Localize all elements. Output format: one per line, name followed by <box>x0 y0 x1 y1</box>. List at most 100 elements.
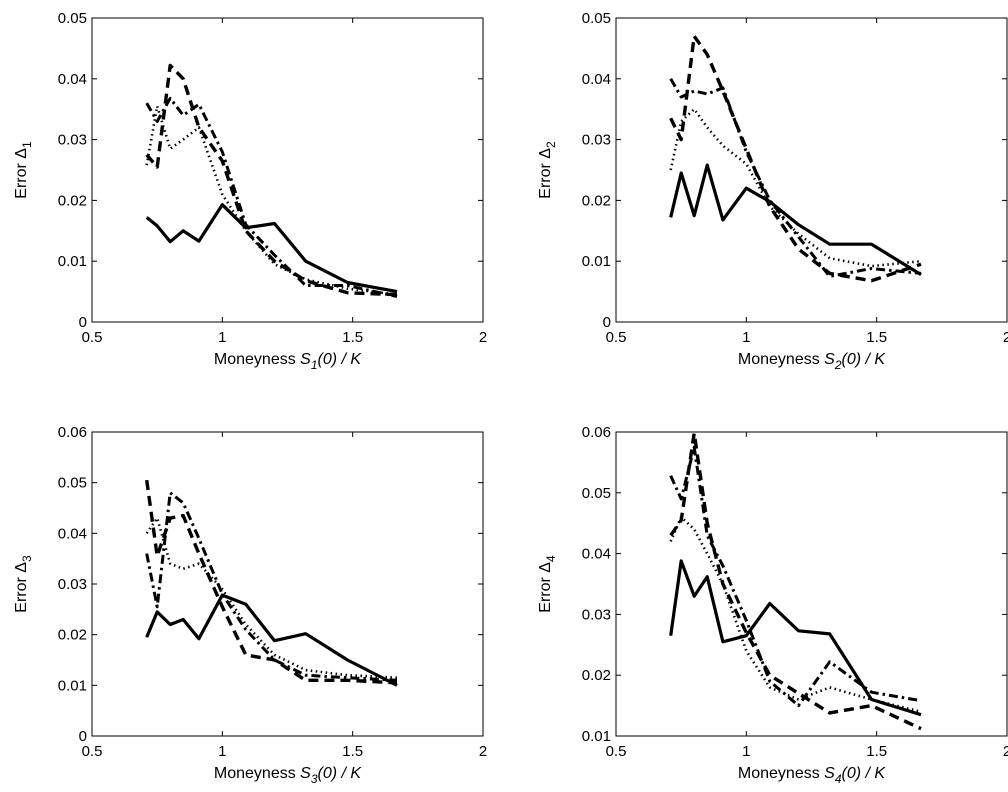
series-line-solid <box>669 163 922 276</box>
x-label-var: S <box>300 351 311 368</box>
series-line-dashdot <box>669 78 922 278</box>
y-tick-label: 0 <box>79 314 87 331</box>
y-label-sub: 1 <box>20 141 34 148</box>
y-tick-label: 0.05 <box>58 475 87 492</box>
y-tick-label: 0.01 <box>582 253 611 270</box>
y-axis-label: Error Δ2 <box>537 141 558 199</box>
y-tick-label: 0.04 <box>582 71 611 88</box>
subplot-1: 0.5 1 1.5 2 0 0.01 0.02 0.03 0.04 0.05 Moneyness S… <box>13 10 487 372</box>
axes-frame <box>615 17 1008 323</box>
y-label-symbol: Δ <box>537 562 554 573</box>
y-tick-label: 0.03 <box>58 132 87 149</box>
y-tick-label: 0.02 <box>582 667 611 684</box>
series-line-solid <box>669 559 922 717</box>
y-tick-label: 0.05 <box>58 10 87 27</box>
x-tick-label: 1 <box>742 329 750 346</box>
subplot-2: 0.5 1 1.5 2 0 0.01 0.02 0.03 0.04 0.05 Moneyness S… <box>537 10 1008 372</box>
x-tick-label: 1 <box>218 329 226 346</box>
y-tick-label: 0.04 <box>58 525 87 542</box>
x-label-suffix: (0) / K <box>842 765 887 782</box>
x-label-prefix: Moneyness <box>738 351 824 368</box>
series-line-dotted <box>145 516 398 679</box>
x-label-prefix: Moneyness <box>214 351 300 368</box>
series-line-dashed <box>669 34 922 283</box>
x-tick-label: 1.5 <box>342 329 363 346</box>
x-tick-label: 1.5 <box>342 743 363 760</box>
subplot-4: 0.5 1 1.5 2 0.01 0.02 0.03 0.04 0.05 0.06 Moneynes… <box>537 424 1008 786</box>
x-label-suffix: (0) / K <box>318 351 363 368</box>
y-axis-label: Error Δ3 <box>13 555 34 613</box>
y-label-prefix: Error <box>537 573 554 613</box>
y-tick-label: 0 <box>603 314 611 331</box>
x-tick-label: 1.5 <box>866 743 887 760</box>
x-label-prefix: Moneyness <box>214 765 300 782</box>
x-label-sub: 3 <box>311 772 318 786</box>
series-line-dotted <box>145 104 398 296</box>
x-label-var: S <box>300 765 311 782</box>
y-tick-label: 0.05 <box>582 485 611 502</box>
series-line-dashed <box>145 63 398 297</box>
y-tick-label: 0.05 <box>582 10 611 27</box>
series-line-solid <box>145 203 398 294</box>
series-line-dotted <box>669 515 922 713</box>
y-tick-label: 0.02 <box>582 192 611 209</box>
x-label-prefix: Moneyness <box>738 765 824 782</box>
series-line-dashed <box>145 479 398 685</box>
y-tick-label: 0.04 <box>58 71 87 88</box>
x-label-sub: 1 <box>311 358 318 372</box>
y-label-prefix: Error <box>537 159 554 199</box>
y-tick-label: 0.01 <box>58 677 87 694</box>
y-tick-label: 0.03 <box>582 606 611 623</box>
y-label-sub: 2 <box>544 141 558 148</box>
x-axis-label: Moneyness S4(0) / K <box>738 765 887 786</box>
x-label-var: S <box>824 765 835 782</box>
y-label-sub: 4 <box>544 555 558 562</box>
axes-frame <box>91 431 484 737</box>
axes-frame <box>91 17 484 323</box>
y-tick-label: 0 <box>79 728 87 745</box>
x-axis-label: Moneyness S3(0) / K <box>214 765 363 786</box>
x-tick-label: 0.5 <box>606 329 627 346</box>
y-label-sub: 3 <box>20 555 34 562</box>
y-label-symbol: Δ <box>13 148 30 159</box>
x-label-sub: 2 <box>834 358 842 372</box>
x-axis-label: Moneyness S1(0) / K <box>214 351 363 372</box>
x-tick-label: 0.5 <box>82 743 103 760</box>
x-tick-label: 2 <box>1003 743 1008 760</box>
series-line-solid <box>145 593 398 687</box>
series-line-dashdot <box>145 96 398 298</box>
y-tick-label: 0.02 <box>58 192 87 209</box>
y-axis-label: Error Δ4 <box>537 555 558 613</box>
y-tick-label: 0.06 <box>58 424 87 441</box>
y-label-symbol: Δ <box>537 148 554 159</box>
x-tick-label: 1 <box>742 743 750 760</box>
x-tick-label: 2 <box>1003 329 1008 346</box>
x-tick-label: 1.5 <box>866 329 887 346</box>
y-tick-label: 0.02 <box>58 627 87 644</box>
subplot-3: 0.5 1 1.5 2 0 0.01 0.02 0.03 0.04 0.05 0.06 Moneyne… <box>13 424 487 786</box>
y-tick-label: 0.03 <box>582 132 611 149</box>
y-label-prefix: Error <box>13 159 30 199</box>
x-tick-label: 2 <box>479 743 487 760</box>
x-label-suffix: (0) / K <box>318 765 363 782</box>
x-tick-label: 2 <box>479 329 487 346</box>
y-axis-label: Error Δ1 <box>13 141 34 199</box>
x-tick-label: 0.5 <box>82 329 103 346</box>
y-tick-label: 0.01 <box>582 728 611 745</box>
axes-frame <box>615 431 1008 737</box>
y-tick-label: 0.03 <box>58 576 87 593</box>
series-line-dashdot <box>669 445 922 708</box>
y-tick-label: 0.04 <box>582 546 611 563</box>
y-tick-label: 0.06 <box>582 424 611 441</box>
series-line-dashdot <box>145 491 398 682</box>
y-label-symbol: Δ <box>13 562 30 573</box>
y-label-prefix: Error <box>13 573 30 613</box>
x-label-suffix: (0) / K <box>842 351 887 368</box>
x-tick-label: 1 <box>218 743 226 760</box>
y-tick-label: 0.01 <box>58 253 87 270</box>
x-axis-label: Moneyness S2(0) / K <box>738 351 887 372</box>
x-tick-label: 0.5 <box>606 743 627 760</box>
x-label-sub: 4 <box>835 772 842 786</box>
x-label-var: S <box>824 351 835 368</box>
